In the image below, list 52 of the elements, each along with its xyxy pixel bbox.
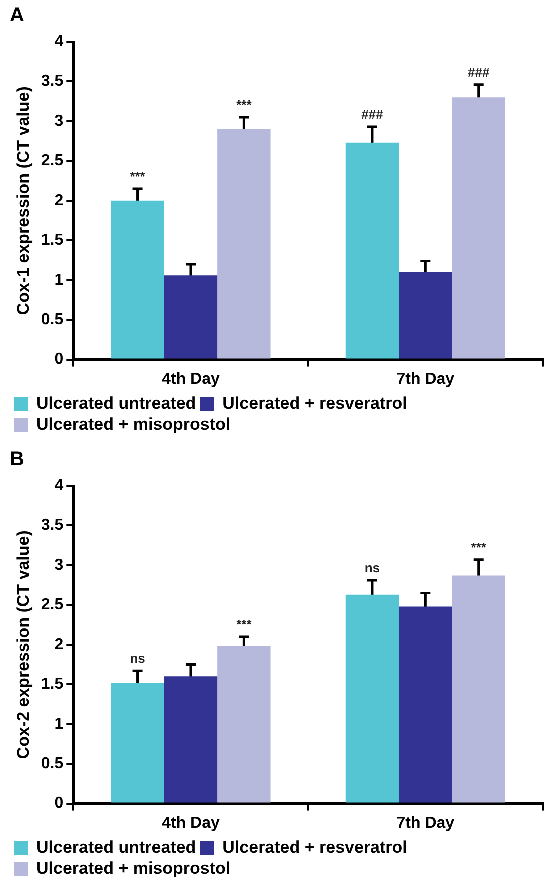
data-label: ### [468,64,490,80]
legend-label: Ulcerated + misoprostol [36,859,231,878]
x-tick-label: 4th Day [162,370,220,388]
y-tick-label: 1.5 [41,232,64,250]
y-tick-label: 0.5 [41,755,64,772]
y-tick-label: 1 [54,716,64,733]
y-tick-label: 0 [54,795,64,812]
data-label: *** [236,617,253,632]
bar [452,98,506,359]
legend-label: Ulcerated + misoprostol [36,415,231,434]
y-tick-label: 2.5 [41,152,64,170]
legend-label: Ulcerated + resveratrol [222,838,408,858]
data-label: ### [362,107,384,122]
y-tick-label: 2 [54,636,64,654]
bar [452,576,506,803]
y-tick-label: 1 [54,272,64,289]
data-label: *** [236,98,253,113]
bar [218,646,271,803]
bar [346,142,400,359]
bar [111,683,164,803]
y-tick-label: 0 [54,351,64,368]
data-label: ns [364,560,380,576]
y-tick-label: 2 [54,192,64,210]
y-tick-label: 2.5 [41,596,64,614]
bar [346,594,400,803]
legend-label: Ulcerated + resveratrol [222,394,408,414]
x-tick-label: 4th Day [162,814,220,832]
x-tick-label: 7th Day [396,370,455,388]
y-tick-label: 3.5 [41,73,64,90]
data-label: ns [130,651,146,666]
legend-label: Ulcerated untreated [36,838,196,858]
y-tick-label: 4 [54,477,64,494]
bar [218,129,271,359]
chart-title: A [10,4,24,27]
y-axis-title: Cox-2 expression (CT value) [14,530,33,760]
y-tick-label: 3.5 [41,517,64,534]
data-label: *** [471,540,488,555]
chart-title: B [10,448,24,471]
y-tick-label: 0.5 [41,311,64,328]
bar [164,676,218,803]
y-tick-label: 1.5 [41,676,64,694]
y-tick-label: 3 [54,556,64,574]
legend-label: Ulcerated untreated [36,394,196,414]
x-tick-label: 7th Day [396,814,455,832]
bar [399,606,452,803]
data-label: *** [130,169,146,184]
y-tick-label: 4 [54,33,64,50]
bar [399,272,452,359]
bar [164,276,218,359]
y-tick-label: 3 [54,112,64,130]
bar [111,200,164,359]
y-axis-title: Cox-1 expression (CT value) [14,86,33,316]
